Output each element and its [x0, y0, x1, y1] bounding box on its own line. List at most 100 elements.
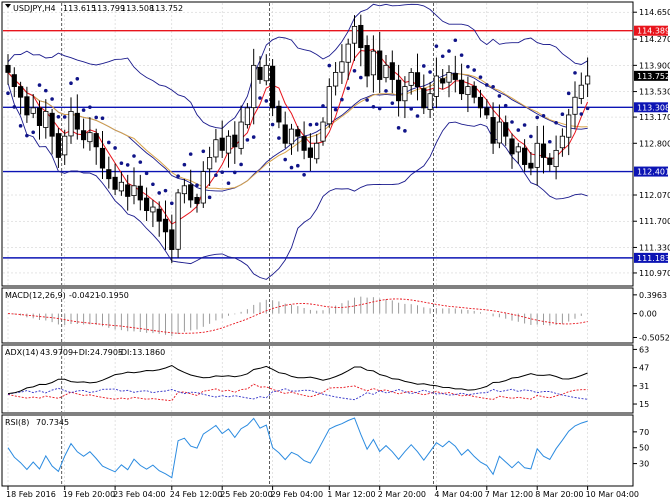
bull-candle	[572, 96, 578, 115]
bear-candle	[490, 117, 496, 144]
level-label: 111.183	[637, 254, 670, 263]
bull-candle	[175, 192, 181, 250]
sar-dot	[75, 76, 80, 81]
sar-dot	[478, 75, 483, 79]
sar-dot	[554, 120, 558, 125]
bear-candle	[188, 184, 194, 201]
bull-candle	[515, 146, 521, 153]
rsi-header: RSI(8) 70.7345	[5, 418, 69, 427]
sar-dot	[207, 195, 212, 200]
level-label-bg	[634, 102, 668, 113]
bull-candle	[427, 93, 433, 110]
bull-candle	[339, 61, 345, 73]
x-tick-label: 18 Feb 2016	[6, 490, 56, 499]
price-tick-label: 113.900	[639, 61, 670, 70]
rsi-value: 70.7345	[36, 418, 69, 427]
bear-candle	[364, 45, 370, 77]
rsi-panel-frame	[1, 414, 634, 487]
bull-candle	[244, 107, 250, 126]
sar-dot	[188, 152, 193, 156]
macd-signal-line	[7, 298, 588, 334]
sar-dot	[107, 140, 111, 145]
header-low: 113.508	[121, 4, 154, 13]
sar-dot	[176, 174, 180, 179]
sar-dot	[289, 165, 294, 170]
sar-dot	[497, 94, 502, 98]
rsi-tick-label: 30	[639, 460, 649, 469]
bull-candle	[68, 111, 74, 137]
adx-tick-label: 47	[639, 364, 649, 373]
bear-candle	[269, 65, 276, 109]
level-label-bg	[634, 166, 668, 177]
price-tick-label: 112.070	[639, 191, 670, 200]
macd-label: MACD(12,26,9)	[5, 291, 66, 300]
sar-dot	[25, 133, 29, 138]
bull-candle	[314, 142, 320, 160]
bollinger-upper-line	[7, 3, 588, 129]
sar-dot	[44, 88, 48, 93]
bull-candle	[383, 64, 389, 79]
sar-dot	[18, 124, 23, 128]
rsi-tick-label: 50	[639, 444, 649, 453]
adx-header: ADX(14) 43.9709 +DI:24.7905 -DI:13.1860	[5, 348, 165, 357]
sar-dot	[56, 114, 61, 119]
bull-candle	[238, 121, 244, 149]
sar-dot	[491, 84, 495, 89]
adx-minus-di-line	[7, 387, 588, 401]
sar-dot	[453, 38, 458, 43]
sar-dot	[233, 170, 237, 175]
bull-candle	[326, 86, 332, 125]
sar-dot	[560, 112, 565, 116]
bear-candle	[503, 122, 509, 137]
bull-candle	[181, 185, 187, 195]
bear-candle	[477, 96, 484, 109]
bear-candle	[17, 86, 24, 98]
sar-dot	[94, 115, 98, 120]
bear-candle	[49, 112, 55, 137]
adx-plus-di: +DI:24.7905	[72, 348, 123, 357]
bear-candle	[301, 136, 307, 151]
level-label: 114.389	[637, 27, 670, 36]
sar-dot	[264, 99, 269, 103]
adx-tick-label: 63	[639, 345, 649, 354]
adx-minus-di: -DI:13.1860	[118, 348, 165, 357]
sar-dot	[503, 103, 508, 108]
sar-dot	[182, 162, 187, 167]
sar-dot	[579, 112, 584, 116]
level-label: 112.401	[637, 168, 670, 177]
adx-panel-frame	[1, 344, 634, 414]
rsi-plot	[7, 417, 588, 479]
sar-dot	[113, 146, 117, 150]
sar-dot	[459, 53, 464, 57]
price-tick-label: 114.270	[639, 35, 670, 44]
period-separators	[61, 3, 434, 485]
bear-candle	[5, 64, 11, 73]
bear-candle	[452, 73, 458, 80]
sar-dot	[434, 44, 439, 48]
bull-candle	[496, 121, 503, 144]
sar-dot	[314, 122, 319, 127]
sar-dot	[157, 191, 161, 195]
bear-candle	[458, 79, 465, 95]
triangle-down-icon	[5, 4, 11, 8]
sar-dot	[428, 70, 432, 74]
sar-dot	[377, 106, 382, 111]
bull-candle	[288, 128, 295, 145]
bear-candle	[307, 147, 314, 158]
bull-candle	[320, 121, 326, 142]
x-tick-label: 4 Mar 04:00	[434, 490, 482, 499]
price-tick-label: 113.170	[639, 113, 670, 122]
sar-dot	[201, 149, 206, 154]
sar-dot	[12, 105, 17, 109]
bull-candle	[118, 181, 124, 192]
sar-dot	[390, 101, 395, 105]
bear-candle	[484, 107, 490, 116]
sar-dot	[422, 64, 426, 68]
macd-value: -0.0421	[69, 291, 100, 300]
bear-candle	[112, 176, 118, 190]
sar-dot	[548, 139, 552, 144]
bear-candle	[106, 169, 112, 180]
macd-panel-frame	[1, 287, 634, 344]
sar-dot	[81, 108, 86, 112]
